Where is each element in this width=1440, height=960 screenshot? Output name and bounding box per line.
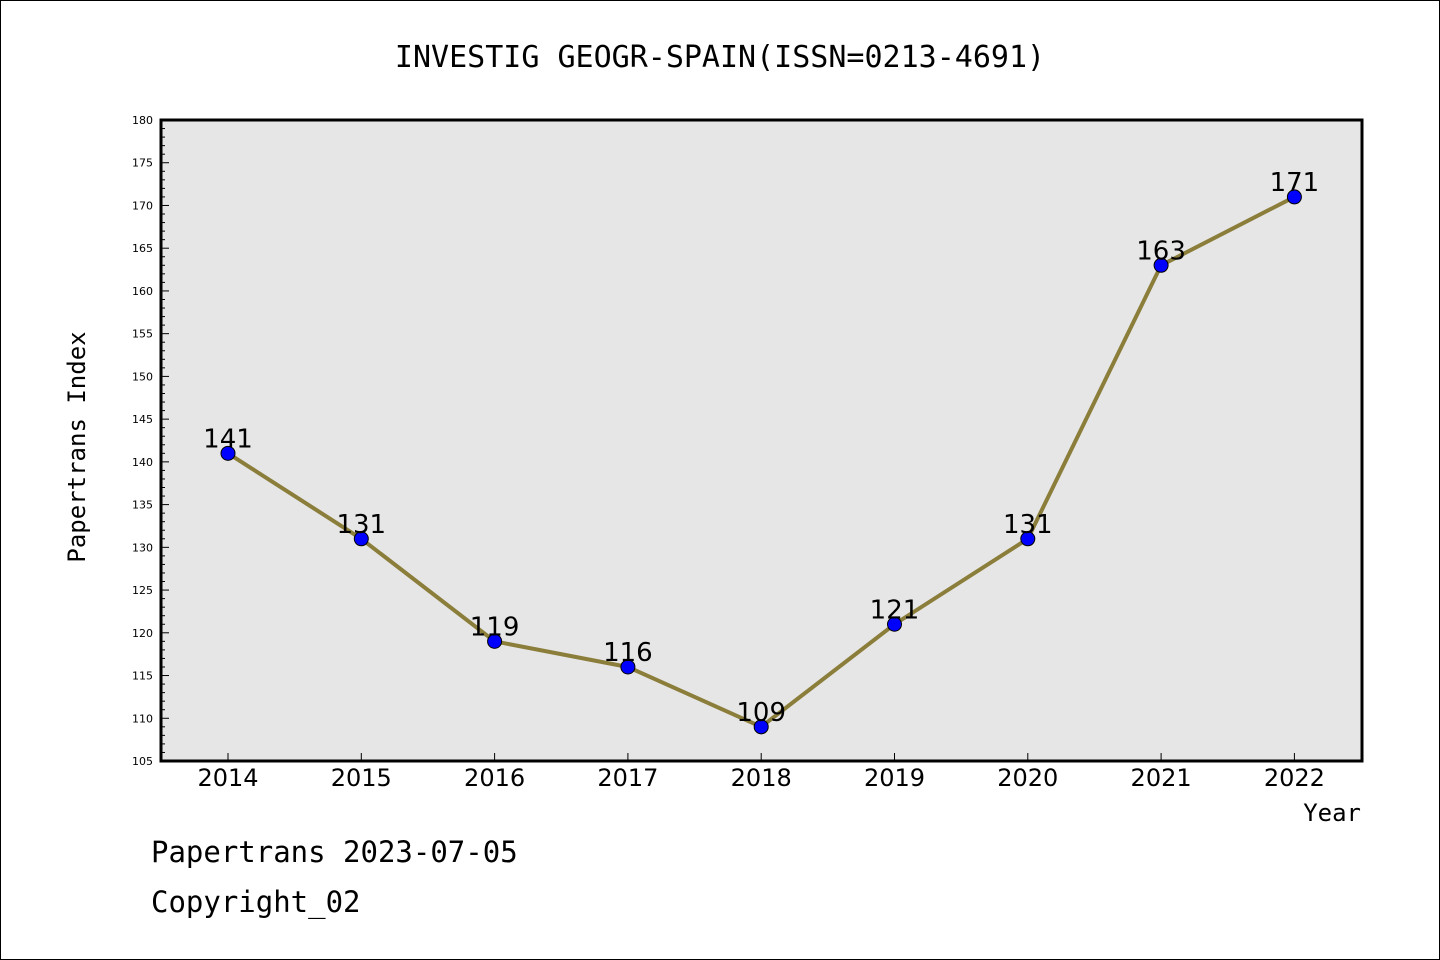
data-point [220, 445, 236, 461]
y-tick-label: 135 [132, 499, 153, 512]
x-tick-label: 2021 [1131, 764, 1192, 792]
x-tick-label: 2017 [597, 764, 658, 792]
y-tick-label: 110 [132, 712, 153, 725]
data-label: 116 [603, 638, 653, 668]
y-tick-label: 120 [132, 627, 153, 640]
data-label: 171 [1270, 168, 1320, 198]
plot-area [161, 120, 1362, 761]
x-axis-title: Year [1303, 799, 1361, 827]
data-point [620, 659, 636, 675]
data-label: 141 [203, 424, 253, 454]
y-tick-label: 115 [132, 670, 153, 683]
x-tick-label: 2014 [197, 764, 258, 792]
x-tick-label: 2016 [464, 764, 525, 792]
x-tick-label: 2015 [331, 764, 392, 792]
y-tick-label: 155 [132, 328, 153, 341]
y-tick-label: 125 [132, 584, 153, 597]
y-tick-label: 180 [132, 114, 153, 127]
data-point [887, 616, 902, 632]
data-point [753, 719, 769, 735]
data-point [1020, 531, 1036, 547]
y-tick-label: 165 [132, 242, 153, 255]
y-tick-label: 160 [132, 285, 153, 298]
data-label: 109 [736, 698, 786, 728]
y-axis-ticks: 105 110 115 120 125 130 135 140 145 150 155 160 165 1… [132, 114, 169, 768]
chart-title: INVESTIG GEOGR-SPAIN(ISSN=0213-4691) [395, 40, 1045, 75]
x-axis-ticks: 2014 2015 2016 2017 2018 2019 2020 2021 2022 [197, 753, 1325, 792]
x-tick-label: 2022 [1264, 764, 1325, 792]
y-axis-title: Papertrans Index [63, 331, 91, 562]
data-point [487, 633, 503, 649]
series-markers [220, 189, 1302, 735]
y-tick-label: 105 [132, 755, 153, 768]
data-label: 119 [470, 612, 520, 642]
data-point [353, 531, 369, 547]
footer-copyright: Copyright_02 [151, 885, 361, 919]
data-label: 163 [1136, 236, 1186, 266]
data-label: 121 [870, 595, 920, 625]
y-tick-label: 170 [132, 199, 153, 212]
data-point [1286, 189, 1302, 205]
y-tick-label: 145 [132, 413, 153, 426]
footer-date: Papertrans 2023-07-05 [151, 835, 518, 869]
y-tick-label: 150 [132, 370, 153, 383]
x-tick-label: 2020 [997, 764, 1058, 792]
data-labels: 141 131 119 116 109 121 131 163 171 [203, 168, 1319, 728]
x-tick-label: 2019 [864, 764, 925, 792]
y-tick-label: 175 [132, 157, 153, 170]
plot-border [159, 118, 1364, 763]
data-point [1153, 257, 1169, 273]
x-tick-label: 2018 [731, 764, 792, 792]
y-tick-label: 130 [132, 541, 153, 554]
data-label: 131 [336, 510, 386, 540]
y-tick-label: 140 [132, 456, 153, 469]
data-label: 131 [1003, 510, 1053, 540]
